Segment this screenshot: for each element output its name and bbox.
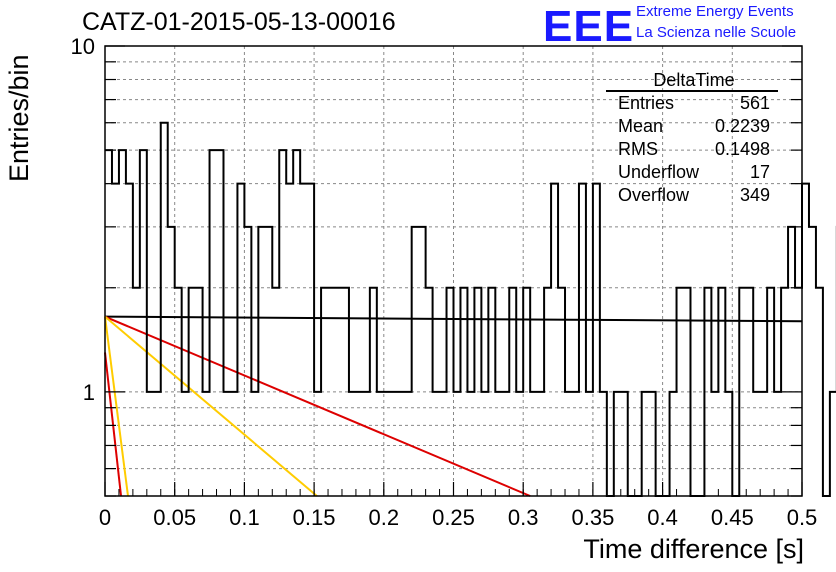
stats-value: 349 (739, 185, 770, 205)
stats-row-entries: Entries 561 (606, 92, 778, 115)
x-tick-label: 0.5 (787, 505, 818, 530)
stats-label: Mean (618, 116, 664, 136)
x-tick-label: 0.1 (229, 505, 260, 530)
histogram-steps (105, 121, 836, 497)
axis-ticks (104, 45, 803, 497)
stats-label: Overflow (618, 185, 690, 205)
x-tick-label: 0.25 (432, 505, 475, 530)
fit-line (104, 315, 318, 497)
x-tick-label: 0.35 (571, 505, 614, 530)
stats-label: RMS (618, 139, 658, 159)
logo-line-2: La Scienza nelle Scuole (636, 24, 797, 41)
stats-value: 561 (739, 93, 770, 113)
y-tick-labels: 1 10 (71, 34, 95, 405)
y-tick-label: 1 (83, 380, 95, 405)
x-tick-label: 0.3 (508, 505, 539, 530)
stats-value: 0.2239 (714, 116, 770, 136)
stats-label: Underflow (618, 162, 700, 182)
stats-box: DeltaTime Entries 561 Mean 0.2239 RMS 0.… (606, 70, 778, 207)
x-tick-labels: 0 0.05 0.1 0.15 0.2 0.25 0.3 0.35 0.4 0.45 0.5 (99, 505, 817, 530)
x-tick-label: 0 (99, 505, 111, 530)
fit-line (104, 316, 129, 497)
stats-label: Entries (618, 93, 675, 113)
stats-value: 0.1498 (714, 139, 770, 159)
stats-title: DeltaTime (606, 70, 778, 92)
stats-row-underflow: Underflow 17 (606, 161, 778, 184)
stats-row-mean: Mean 0.2239 (606, 115, 778, 138)
logo-line-1: Extreme Energy Events (636, 3, 794, 20)
fit-line (104, 352, 123, 497)
x-axis-label: Time difference [s] (583, 534, 804, 564)
x-tick-label: 0.05 (153, 505, 196, 530)
chart-title: CATZ-01-2015-05-13-00016 (82, 8, 396, 36)
fit-line (104, 315, 531, 497)
y-axis-label: Entries/bin (4, 54, 34, 182)
x-tick-label: 0.2 (369, 505, 400, 530)
x-tick-label: 0.4 (647, 505, 678, 530)
x-tick-label: 0.15 (293, 505, 336, 530)
y-tick-label: 10 (71, 34, 95, 59)
x-tick-label: 0.45 (711, 505, 754, 530)
stats-row-overflow: Overflow 349 (606, 184, 778, 207)
stats-value: 17 (749, 162, 770, 182)
eee-logo: EEE (543, 2, 635, 51)
stats-row-rms: RMS 0.1498 (606, 138, 778, 161)
